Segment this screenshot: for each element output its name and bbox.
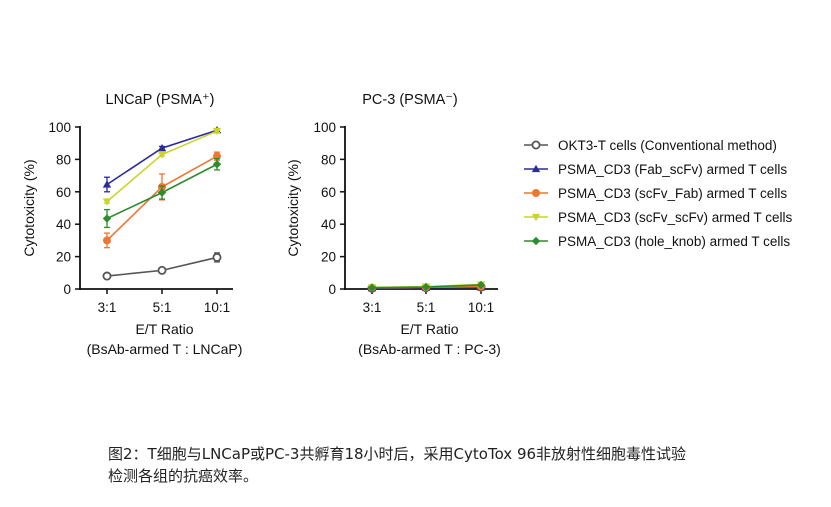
y-tick-label: 60 — [321, 185, 336, 200]
legend-item-1: PSMA_CD3 (Fab_scFv) armed T cells — [524, 162, 787, 177]
legend-label: PSMA_CD3 (Fab_scFv) armed T cells — [558, 162, 787, 177]
legend-marker — [531, 213, 541, 222]
data-point — [212, 127, 222, 136]
legend-item-4: PSMA_CD3 (hole_knob) armed T cells — [524, 234, 790, 249]
y-tick-label: 80 — [321, 152, 336, 167]
legend-label: PSMA_CD3 (scFv_Fab) armed T cells — [558, 186, 787, 201]
y-tick-label: 0 — [63, 282, 71, 297]
legend-item-3: PSMA_CD3 (scFv_scFv) armed T cells — [524, 210, 793, 225]
figure-caption: 图2：T细胞与LNCaP或PC-3共孵育18小时后，采用CytoTox 96非放… — [108, 443, 808, 487]
y-tick-label: 40 — [321, 217, 336, 232]
y-tick-label: 100 — [48, 120, 71, 135]
series-4 — [367, 280, 486, 292]
series-2 — [103, 151, 221, 249]
x-tick-label: 10:1 — [204, 300, 230, 315]
chart-title: PC-3 (PSMA⁻) — [362, 92, 457, 108]
data-point — [157, 265, 167, 275]
y-axis-label: Cytotoxicity (%) — [285, 159, 301, 256]
data-point — [102, 198, 112, 206]
series-3 — [102, 127, 222, 206]
y-tick-label: 60 — [56, 185, 71, 200]
legend-item-0: OKT3-T cells (Conventional method) — [524, 138, 777, 153]
chart-panel-lncap: LNCaP (PSMA⁺) 0 20 40 60 80 100 3:1 5:1 10:1 Cytot… — [21, 92, 242, 357]
figure: LNCaP (PSMA⁺) 0 20 40 60 80 100 3:1 5:1 10:1 Cytot… — [21, 92, 793, 357]
data-point — [157, 188, 167, 197]
legend-item-2: PSMA_CD3 (scFv_Fab) armed T cells — [524, 186, 787, 201]
data-point — [103, 236, 111, 245]
legend-marker — [531, 140, 541, 150]
x-axis-sublabel: (BsAb-armed T : LNCaP) — [87, 341, 243, 357]
x-axis-label: E/T Ratio — [135, 321, 193, 337]
data-point — [476, 280, 486, 290]
x-tick-label: 3:1 — [363, 300, 382, 315]
data-point — [102, 271, 112, 281]
data-point — [212, 160, 222, 169]
data-point — [212, 252, 222, 262]
legend-label: OKT3-T cells (Conventional method) — [558, 138, 777, 153]
y-tick-label: 100 — [313, 120, 336, 135]
y-tick-label: 40 — [56, 217, 71, 232]
series-4 — [102, 157, 222, 229]
legend-marker — [531, 164, 541, 173]
x-tick-label: 5:1 — [417, 300, 436, 315]
chart-title: LNCaP (PSMA⁺) — [106, 92, 215, 108]
y-axis-label: Cytotoxicity (%) — [21, 159, 37, 256]
chart-legend: OKT3-T cells (Conventional method) PSMA_C… — [524, 138, 793, 249]
caption-line-2: 检测各组的抗癌效率。 — [108, 467, 259, 485]
y-tick-label: 20 — [321, 250, 336, 265]
data-point — [367, 283, 377, 292]
chart-panel-pc3: PC-3 (PSMA⁻) 0 20 40 60 80 100 3:1 5:1 10:1 Cytoto… — [285, 92, 501, 357]
y-tick-label: 0 — [328, 282, 336, 297]
legend-label: PSMA_CD3 (scFv_scFv) armed T cells — [558, 210, 793, 225]
caption-line-1: 图2：T细胞与LNCaP或PC-3共孵育18小时后，采用CytoTox 96非放… — [108, 445, 687, 463]
data-point — [157, 151, 167, 159]
data-point — [421, 282, 431, 292]
x-tick-label: 5:1 — [153, 300, 172, 315]
legend-marker — [532, 189, 540, 197]
x-tick-label: 3:1 — [98, 300, 117, 315]
data-point — [102, 180, 112, 188]
legend-label: PSMA_CD3 (hole_knob) armed T cells — [558, 234, 790, 249]
x-axis-sublabel: (BsAb-armed T : PC-3) — [358, 341, 501, 357]
data-point — [157, 143, 167, 152]
y-tick-label: 80 — [56, 152, 71, 167]
x-tick-label: 10:1 — [468, 300, 494, 315]
series-0 — [102, 252, 222, 281]
x-axis-label: E/T Ratio — [400, 321, 458, 337]
y-tick-label: 20 — [56, 250, 71, 265]
legend-marker — [531, 236, 541, 246]
data-point — [102, 214, 112, 223]
